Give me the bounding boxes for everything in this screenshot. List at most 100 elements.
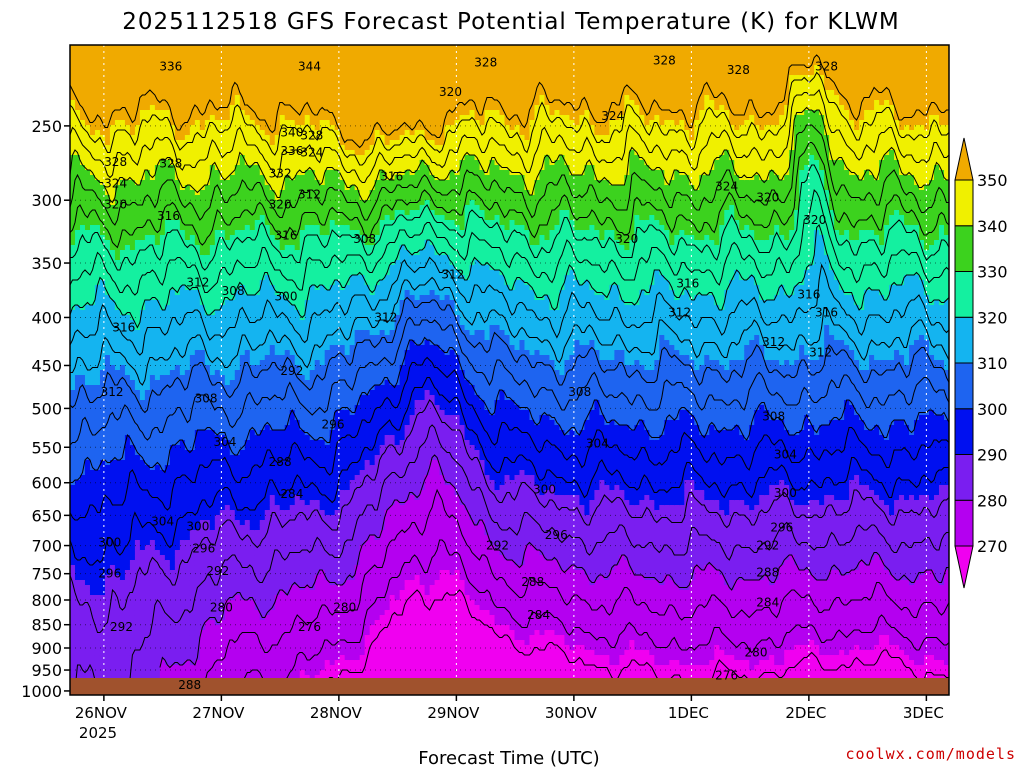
- field-cell: [175, 500, 181, 506]
- field-cell: [250, 555, 256, 561]
- field-cell: [250, 130, 256, 136]
- field-cell: [125, 240, 131, 246]
- field-cell: [140, 610, 146, 616]
- field-cell: [165, 225, 171, 231]
- field-cell: [165, 375, 171, 381]
- field-cell: [225, 615, 231, 621]
- field-cell: [150, 150, 156, 156]
- field-cell: [95, 200, 101, 206]
- field-cell: [155, 625, 161, 631]
- field-cell: [145, 50, 151, 56]
- field-cell: [130, 455, 136, 461]
- field-cell: [145, 445, 151, 451]
- field-cell: [80, 570, 86, 576]
- field-cell: [185, 225, 191, 231]
- field-cell: [130, 640, 136, 646]
- field-cell: [95, 85, 101, 91]
- field-cell: [240, 555, 246, 561]
- field-cell: [175, 75, 181, 81]
- field-cell: [110, 400, 116, 406]
- field-cell: [95, 145, 101, 151]
- field-cell: [205, 475, 211, 481]
- field-cell: [255, 650, 261, 656]
- field-cell: [130, 605, 136, 611]
- field-cell: [255, 485, 261, 491]
- field-cell: [185, 325, 191, 331]
- field-cell: [245, 610, 251, 616]
- field-cell: [220, 275, 226, 281]
- field-cell: [195, 90, 201, 96]
- field-cell: [75, 570, 81, 576]
- field-cell: [120, 345, 126, 351]
- field-cell: [200, 490, 206, 496]
- field-cell: [105, 435, 111, 441]
- field-cell: [245, 375, 251, 381]
- field-cell: [240, 395, 246, 401]
- field-cell: [135, 655, 141, 661]
- field-cell: [225, 180, 231, 186]
- field-cell: [175, 310, 181, 316]
- field-cell: [105, 475, 111, 481]
- field-cell: [140, 95, 146, 101]
- field-cell: [185, 495, 191, 501]
- field-cell: [170, 655, 176, 661]
- field-cell: [145, 160, 151, 166]
- field-cell: [230, 555, 236, 561]
- field-cell: [170, 435, 176, 441]
- field-cell: [160, 550, 166, 556]
- field-cell: [135, 560, 141, 566]
- field-cell: [230, 275, 236, 281]
- field-cell: [95, 655, 101, 661]
- field-cell: [195, 60, 201, 66]
- field-cell: [185, 110, 191, 116]
- field-cell: [240, 300, 246, 306]
- field-cell: [80, 660, 86, 666]
- field-cell: [155, 310, 161, 316]
- field-cell: [180, 445, 186, 451]
- field-cell: [80, 50, 86, 56]
- field-cell: [185, 85, 191, 91]
- field-cell: [165, 280, 171, 286]
- field-cell: [125, 55, 131, 61]
- field-cell: [125, 655, 131, 661]
- field-cell: [115, 55, 121, 61]
- field-cell: [205, 360, 211, 366]
- field-cell: [100, 400, 106, 406]
- field-cell: [195, 170, 201, 176]
- field-cell: [220, 310, 226, 316]
- field-cell: [195, 80, 201, 86]
- field-cell: [200, 225, 206, 231]
- field-cell: [180, 245, 186, 251]
- field-cell: [215, 470, 221, 476]
- field-cell: [145, 640, 151, 646]
- field-cell: [85, 630, 91, 636]
- field-cell: [105, 670, 111, 676]
- field-cell: [165, 95, 171, 101]
- field-cell: [170, 185, 176, 191]
- field-cell: [205, 440, 211, 446]
- field-cell: [155, 330, 161, 336]
- field-cell: [85, 250, 91, 256]
- field-cell: [100, 420, 106, 426]
- field-cell: [220, 400, 226, 406]
- field-cell: [110, 305, 116, 311]
- field-cell: [230, 510, 236, 516]
- field-cell: [75, 145, 81, 151]
- field-cell: [125, 530, 131, 536]
- field-cell: [195, 55, 201, 61]
- field-cell: [160, 380, 166, 386]
- field-cell: [190, 160, 196, 166]
- field-cell: [80, 435, 86, 441]
- field-cell: [165, 400, 171, 406]
- field-cell: [135, 385, 141, 391]
- field-cell: [165, 45, 171, 51]
- field-cell: [160, 290, 166, 296]
- field-cell: [145, 495, 151, 501]
- field-cell: [215, 385, 221, 391]
- field-cell: [235, 510, 241, 516]
- field-cell: [190, 190, 196, 196]
- field-cell: [125, 270, 131, 276]
- field-cell: [125, 660, 131, 666]
- field-cell: [190, 180, 196, 186]
- field-cell: [255, 300, 261, 306]
